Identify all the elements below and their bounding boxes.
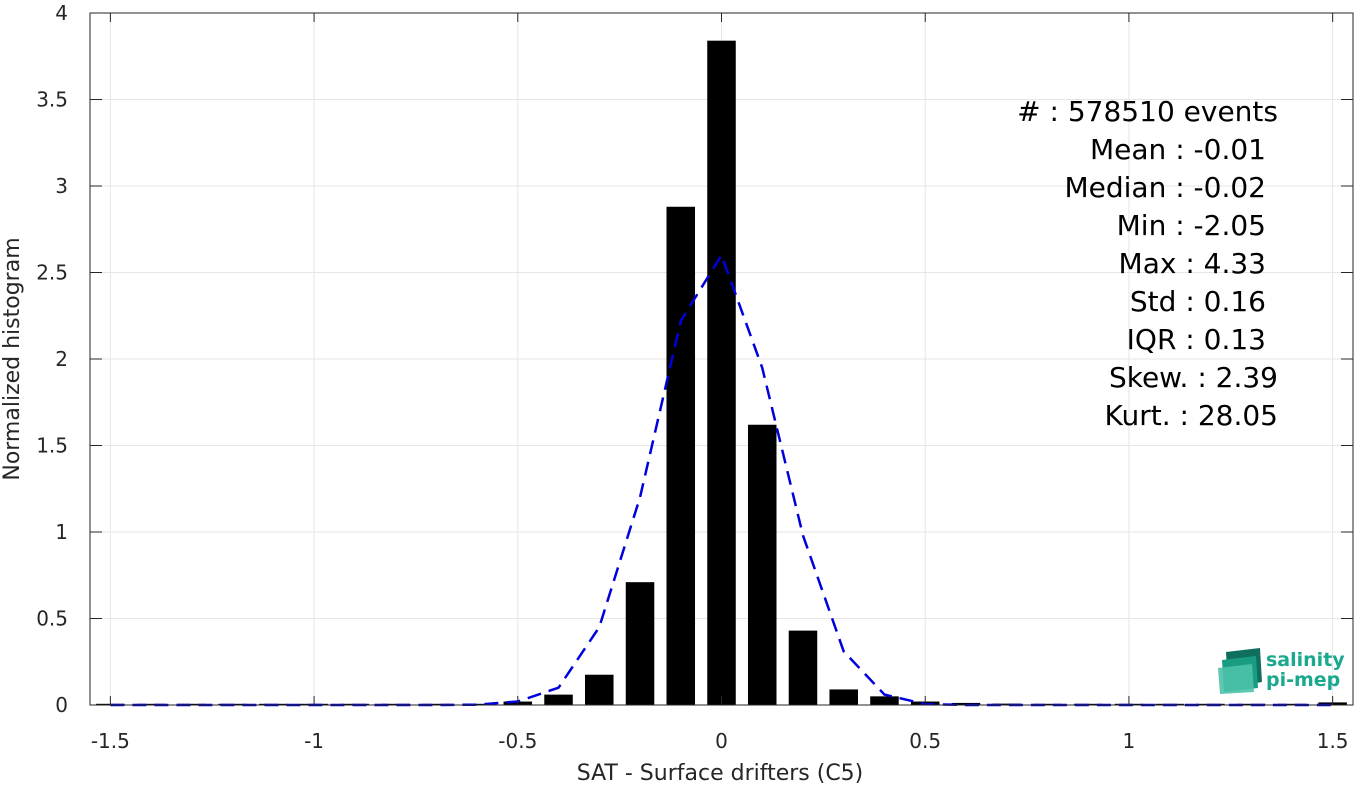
stat-median: Median : -0.02 <box>1064 171 1266 204</box>
logo-line1: salinity <box>1266 649 1345 671</box>
y-tick-label: 2 <box>55 347 68 371</box>
histogram-bar <box>666 206 696 705</box>
histogram-bar <box>747 424 777 705</box>
stat-kurt: Kurt. : 28.05 <box>1105 399 1279 432</box>
x-tick-labels: -1.5 -1 -0.5 0 0.5 1 1.5 <box>91 729 1349 753</box>
histogram-bar <box>136 703 166 705</box>
y-axis-label: Normalized histogram <box>0 237 25 480</box>
histogram-bar <box>788 630 818 705</box>
histogram-bar <box>1277 703 1307 705</box>
salinity-pimep-logo: salinity pi-mep <box>1218 648 1345 694</box>
histogram-bar <box>381 703 410 705</box>
axis-ticks <box>90 12 1353 706</box>
stat-skew: Skew. : 2.39 <box>1109 361 1278 394</box>
stat-events: # : 578510 events <box>1017 95 1278 128</box>
stat-max: Max : 4.33 <box>1119 247 1266 280</box>
stat-std: Std : 0.16 <box>1130 285 1266 318</box>
y-tick-label: 4 <box>55 1 68 25</box>
histogram-bar <box>422 703 451 705</box>
histogram-bar <box>870 696 899 705</box>
y-tick-label: 3.5 <box>36 88 68 112</box>
y-tick-label: 1 <box>55 520 68 544</box>
histogram-bars <box>96 40 1347 706</box>
logo-line2: pi-mep <box>1266 669 1340 691</box>
y-tick-label: 3 <box>55 174 68 198</box>
x-tick-label: 0.5 <box>909 729 941 753</box>
y-tick-label: 2.5 <box>36 261 68 285</box>
stats-annotation: # : 578510 events Mean : -0.01 Median : … <box>1017 95 1278 432</box>
histogram-bar <box>1033 703 1062 705</box>
wave-logo-icon <box>1218 648 1262 694</box>
x-tick-label: 0 <box>715 729 728 753</box>
stat-iqr: IQR : 0.13 <box>1127 323 1266 356</box>
y-tick-label: 0.5 <box>36 607 68 631</box>
x-tick-label: -0.5 <box>498 729 537 753</box>
histogram-bar <box>544 694 573 705</box>
y-tick-label: 0 <box>55 693 68 717</box>
x-tick-label: -1 <box>304 729 324 753</box>
x-tick-label: 1 <box>1123 729 1136 753</box>
histogram-bar <box>177 703 207 705</box>
histogram-bar <box>625 582 655 705</box>
histogram-bar <box>707 40 736 706</box>
histogram-bar <box>829 689 858 705</box>
x-tick-label: -1.5 <box>91 729 130 753</box>
histogram-bar <box>992 703 1021 705</box>
stat-min: Min : -2.05 <box>1117 209 1266 242</box>
y-tick-label: 1.5 <box>36 434 68 458</box>
histogram-bar <box>585 674 614 705</box>
x-tick-label: 1.5 <box>1317 729 1349 753</box>
histogram-bar <box>462 703 492 705</box>
x-axis-label: SAT - Surface drifters (C5) <box>577 761 864 785</box>
stat-mean: Mean : -0.01 <box>1090 133 1266 166</box>
y-tick-labels: 0 0.5 1 1.5 2 2.5 3 3.5 4 <box>36 1 68 717</box>
